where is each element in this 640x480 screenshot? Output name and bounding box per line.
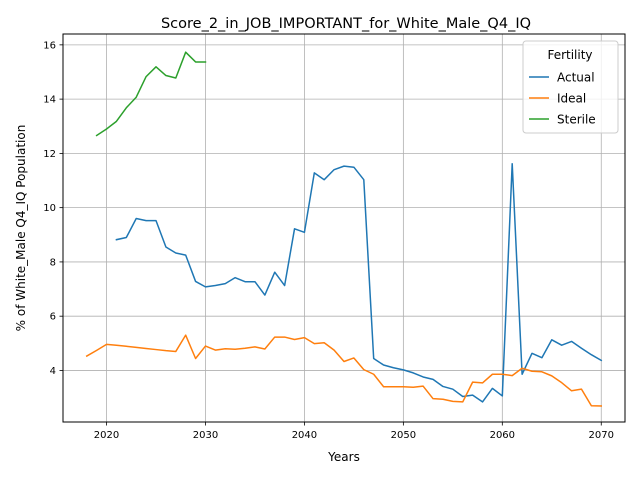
series-line-ideal bbox=[85, 334, 603, 407]
y-tick-label: 16 bbox=[43, 40, 56, 51]
legend-label-actual: Actual bbox=[557, 71, 595, 85]
y-tick-label: 12 bbox=[43, 149, 56, 160]
series-line-actual bbox=[115, 162, 603, 403]
x-tick-label: 2020 bbox=[94, 430, 119, 441]
y-tick-label: 6 bbox=[50, 312, 56, 323]
legend-label-sterile: Sterile bbox=[557, 113, 596, 127]
y-tick-label: 10 bbox=[43, 203, 56, 214]
y-tick-label: 4 bbox=[50, 366, 56, 377]
chart-title: Score_2_in_JOB_IMPORTANT_for_White_Male_… bbox=[161, 16, 531, 32]
y-tick-label: 8 bbox=[50, 257, 56, 268]
legend-title: Fertility bbox=[547, 48, 592, 62]
x-tick-label: 2070 bbox=[589, 430, 614, 441]
series-line-sterile bbox=[95, 51, 207, 137]
x-tick-label: 2060 bbox=[490, 430, 515, 441]
x-tick-label: 2040 bbox=[292, 430, 317, 441]
x-axis-label: Years bbox=[327, 450, 360, 464]
legend: Fertility Actual Ideal Sterile bbox=[522, 40, 619, 134]
series-layer bbox=[85, 51, 603, 407]
y-axis-label: % of White_Male Q4_IQ Population bbox=[14, 125, 28, 332]
axis-ticks: 2020 2030 2040 2050 2060 2070 4 6 8 10 12 14 16 bbox=[43, 40, 614, 441]
legend-label-ideal: Ideal bbox=[557, 92, 586, 106]
y-tick-label: 14 bbox=[43, 95, 56, 106]
plot-frame bbox=[62, 33, 626, 423]
legend-box bbox=[522, 40, 619, 134]
x-tick-label: 2030 bbox=[193, 430, 218, 441]
x-tick-label: 2050 bbox=[391, 430, 416, 441]
